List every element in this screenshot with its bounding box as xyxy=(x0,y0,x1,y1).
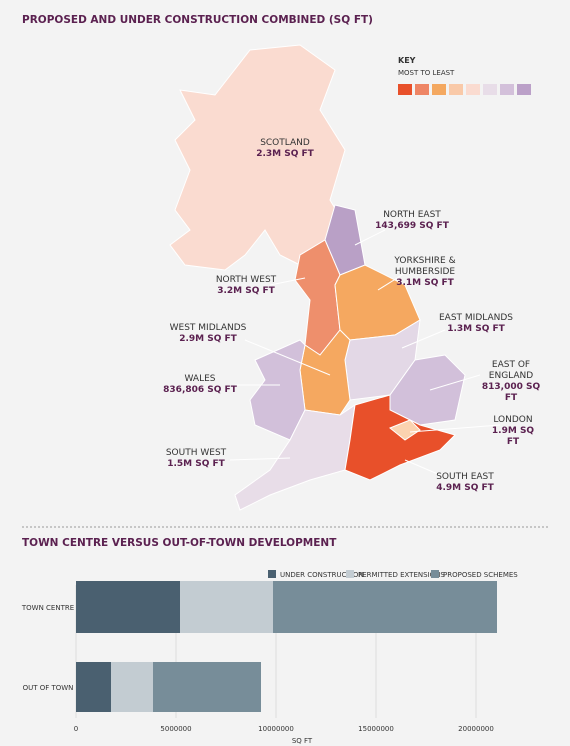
bar-segment xyxy=(111,662,153,712)
region-label: WALES 836,806 SQ FT xyxy=(163,374,237,396)
region-value: 1.9M SQ FT xyxy=(491,426,535,447)
region-scotland xyxy=(169,44,346,271)
chart-title: TOWN CENTRE VERSUS OUT-OF-TOWN DEVELOPME… xyxy=(22,537,337,549)
region-value: 143,699 SQ FT xyxy=(375,221,449,231)
x-tick-label: 5000000 xyxy=(160,725,191,733)
region-name: LONDON xyxy=(493,415,533,425)
region-label: NORTH WEST 3.2M SQ FT xyxy=(216,275,276,297)
region-label: SOUTH WEST 1.5M SQ FT xyxy=(166,448,226,470)
region-value: 1.5M SQ FT xyxy=(167,459,225,469)
region-value: 3.2M SQ FT xyxy=(217,286,275,296)
key-swatch xyxy=(415,84,429,95)
x-axis-label: SQ FT xyxy=(292,737,313,745)
region-label: SCOTLAND 2.3M SQ FT xyxy=(256,138,314,160)
legend-label: PERMITTED EXTENSIONS xyxy=(358,571,445,579)
y-tick-label: OUT OF TOWN xyxy=(23,684,74,692)
region-name: EAST OF ENGLAND xyxy=(488,360,534,381)
region-label: YORKSHIRE & HUMBERSIDE 3.1M SQ FT xyxy=(394,256,455,289)
region-label: EAST MIDLANDS 1.3M SQ FT xyxy=(439,313,513,335)
legend-swatch xyxy=(346,570,354,578)
region-south-east xyxy=(344,394,456,481)
region-label: NORTH EAST 143,699 SQ FT xyxy=(375,210,449,232)
region-label: WEST MIDLANDS 2.9M SQ FT xyxy=(170,323,247,345)
leader-lines xyxy=(229,229,501,476)
region-name: EAST MIDLANDS xyxy=(438,313,514,323)
map xyxy=(169,44,466,511)
region-value: 4.9M SQ FT xyxy=(436,483,494,493)
bar-segment xyxy=(180,581,273,633)
x-tick-label: 0 xyxy=(74,725,78,733)
key-swatch xyxy=(466,84,480,95)
bar-chart: 0 5000000 10000000 15000000 20000000 SQ FT UND… xyxy=(21,570,518,745)
key-subtitle: MOST TO LEAST xyxy=(398,69,455,77)
key-swatch xyxy=(483,84,497,95)
key-swatch xyxy=(432,84,446,95)
key-title: KEY xyxy=(398,56,416,65)
region-value: 1.3M SQ FT xyxy=(447,324,505,334)
x-tick-label: 15000000 xyxy=(358,725,394,733)
region-name: YORKSHIRE & HUMBERSIDE xyxy=(394,256,456,277)
bar-segment xyxy=(76,581,180,633)
key xyxy=(398,84,531,95)
region-label: LONDON 1.9M SQ FT xyxy=(485,415,542,448)
key-swatch xyxy=(500,84,514,95)
region-name: SOUTH WEST xyxy=(165,448,227,458)
y-tick-label: TOWN CENTRE xyxy=(21,604,74,612)
map-title: PROPOSED AND UNDER CONSTRUCTION COMBINED… xyxy=(22,14,373,26)
region-value: 813,000 SQ FT xyxy=(481,382,541,403)
region-value: 2.3M SQ FT xyxy=(256,149,314,159)
bar-segment xyxy=(153,662,261,712)
region-name: NORTH EAST xyxy=(383,210,441,220)
bar-segment xyxy=(76,662,111,712)
key-swatch xyxy=(449,84,463,95)
key-swatch xyxy=(398,84,412,95)
region-value: 836,806 SQ FT xyxy=(163,385,237,395)
region-south-west xyxy=(234,403,356,511)
legend-swatch xyxy=(431,570,439,578)
region-name: WALES xyxy=(184,374,216,384)
x-tick-label: 10000000 xyxy=(258,725,294,733)
region-name: SOUTH EAST xyxy=(436,472,494,482)
region-name: NORTH WEST xyxy=(215,275,277,285)
region-value: 3.1M SQ FT xyxy=(396,278,454,288)
region-value: 2.9M SQ FT xyxy=(179,334,237,344)
legend-swatch xyxy=(268,570,276,578)
region-london xyxy=(389,419,421,441)
x-tick-label: 20000000 xyxy=(458,725,494,733)
legend-label: UNDER CONSTRUCTION xyxy=(280,571,364,579)
region-name: SCOTLAND xyxy=(260,138,310,148)
bar-segment xyxy=(273,581,497,633)
region-name: WEST MIDLANDS xyxy=(169,323,247,333)
region-label: SOUTH EAST 4.9M SQ FT xyxy=(436,472,494,494)
legend-label: PROPOSED SCHEMES xyxy=(443,571,518,579)
region-wales xyxy=(249,339,306,441)
key-swatch xyxy=(517,84,531,95)
region-label: EAST OF ENGLAND 813,000 SQ FT xyxy=(482,360,541,404)
